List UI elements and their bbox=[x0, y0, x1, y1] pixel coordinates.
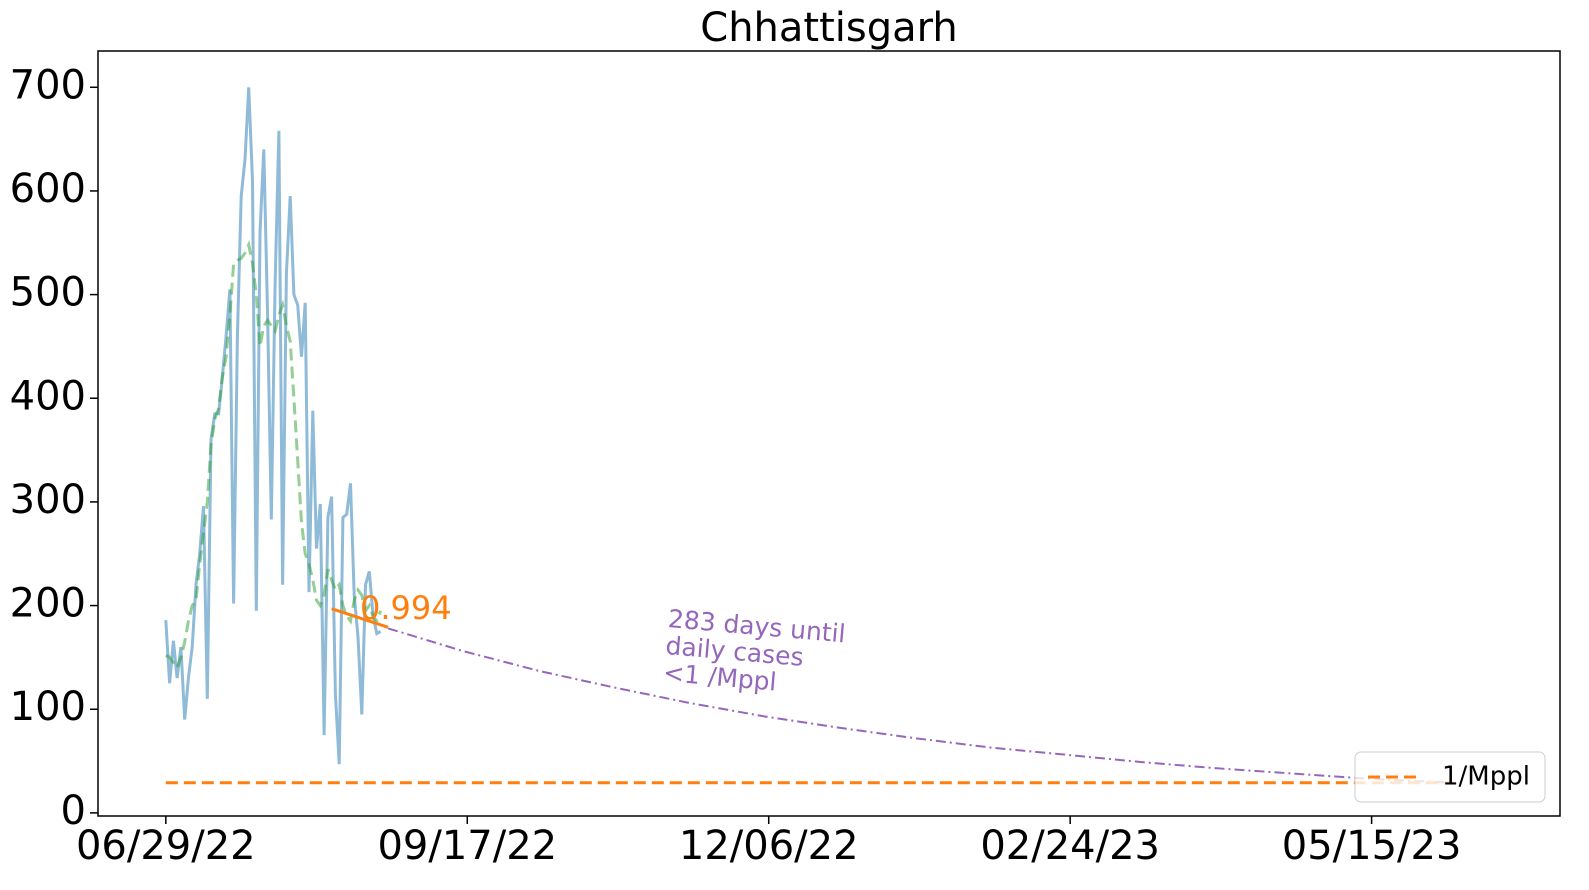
plot-frame bbox=[97, 50, 1561, 817]
x-tick-label: 09/17/22 bbox=[377, 823, 557, 869]
y-tick-label: 200 bbox=[10, 581, 86, 627]
x-tick-label: 12/06/22 bbox=[679, 823, 859, 869]
y-tick-label: 600 bbox=[10, 166, 86, 212]
series-line bbox=[387, 627, 1455, 784]
y-tick-label: 300 bbox=[10, 477, 86, 523]
y-tick-label: 0 bbox=[61, 788, 86, 834]
legend-box bbox=[1354, 751, 1546, 803]
y-tick-label: 500 bbox=[10, 270, 86, 316]
y-tick-label: 100 bbox=[10, 684, 86, 730]
series-line bbox=[164, 87, 382, 765]
y-tick-label: 700 bbox=[10, 62, 86, 108]
x-tick-label: 06/29/22 bbox=[76, 823, 256, 869]
series-line bbox=[165, 239, 383, 671]
y-tick-label: 400 bbox=[10, 373, 86, 419]
fit-label: 0.994 bbox=[360, 589, 452, 627]
legend-label: 1/Mppl bbox=[1442, 762, 1530, 792]
x-tick-label: 02/24/23 bbox=[980, 823, 1160, 869]
x-tick-label: 05/15/23 bbox=[1282, 823, 1462, 869]
series-line bbox=[331, 607, 389, 629]
chart-title: Chhattisgarh bbox=[700, 5, 957, 51]
